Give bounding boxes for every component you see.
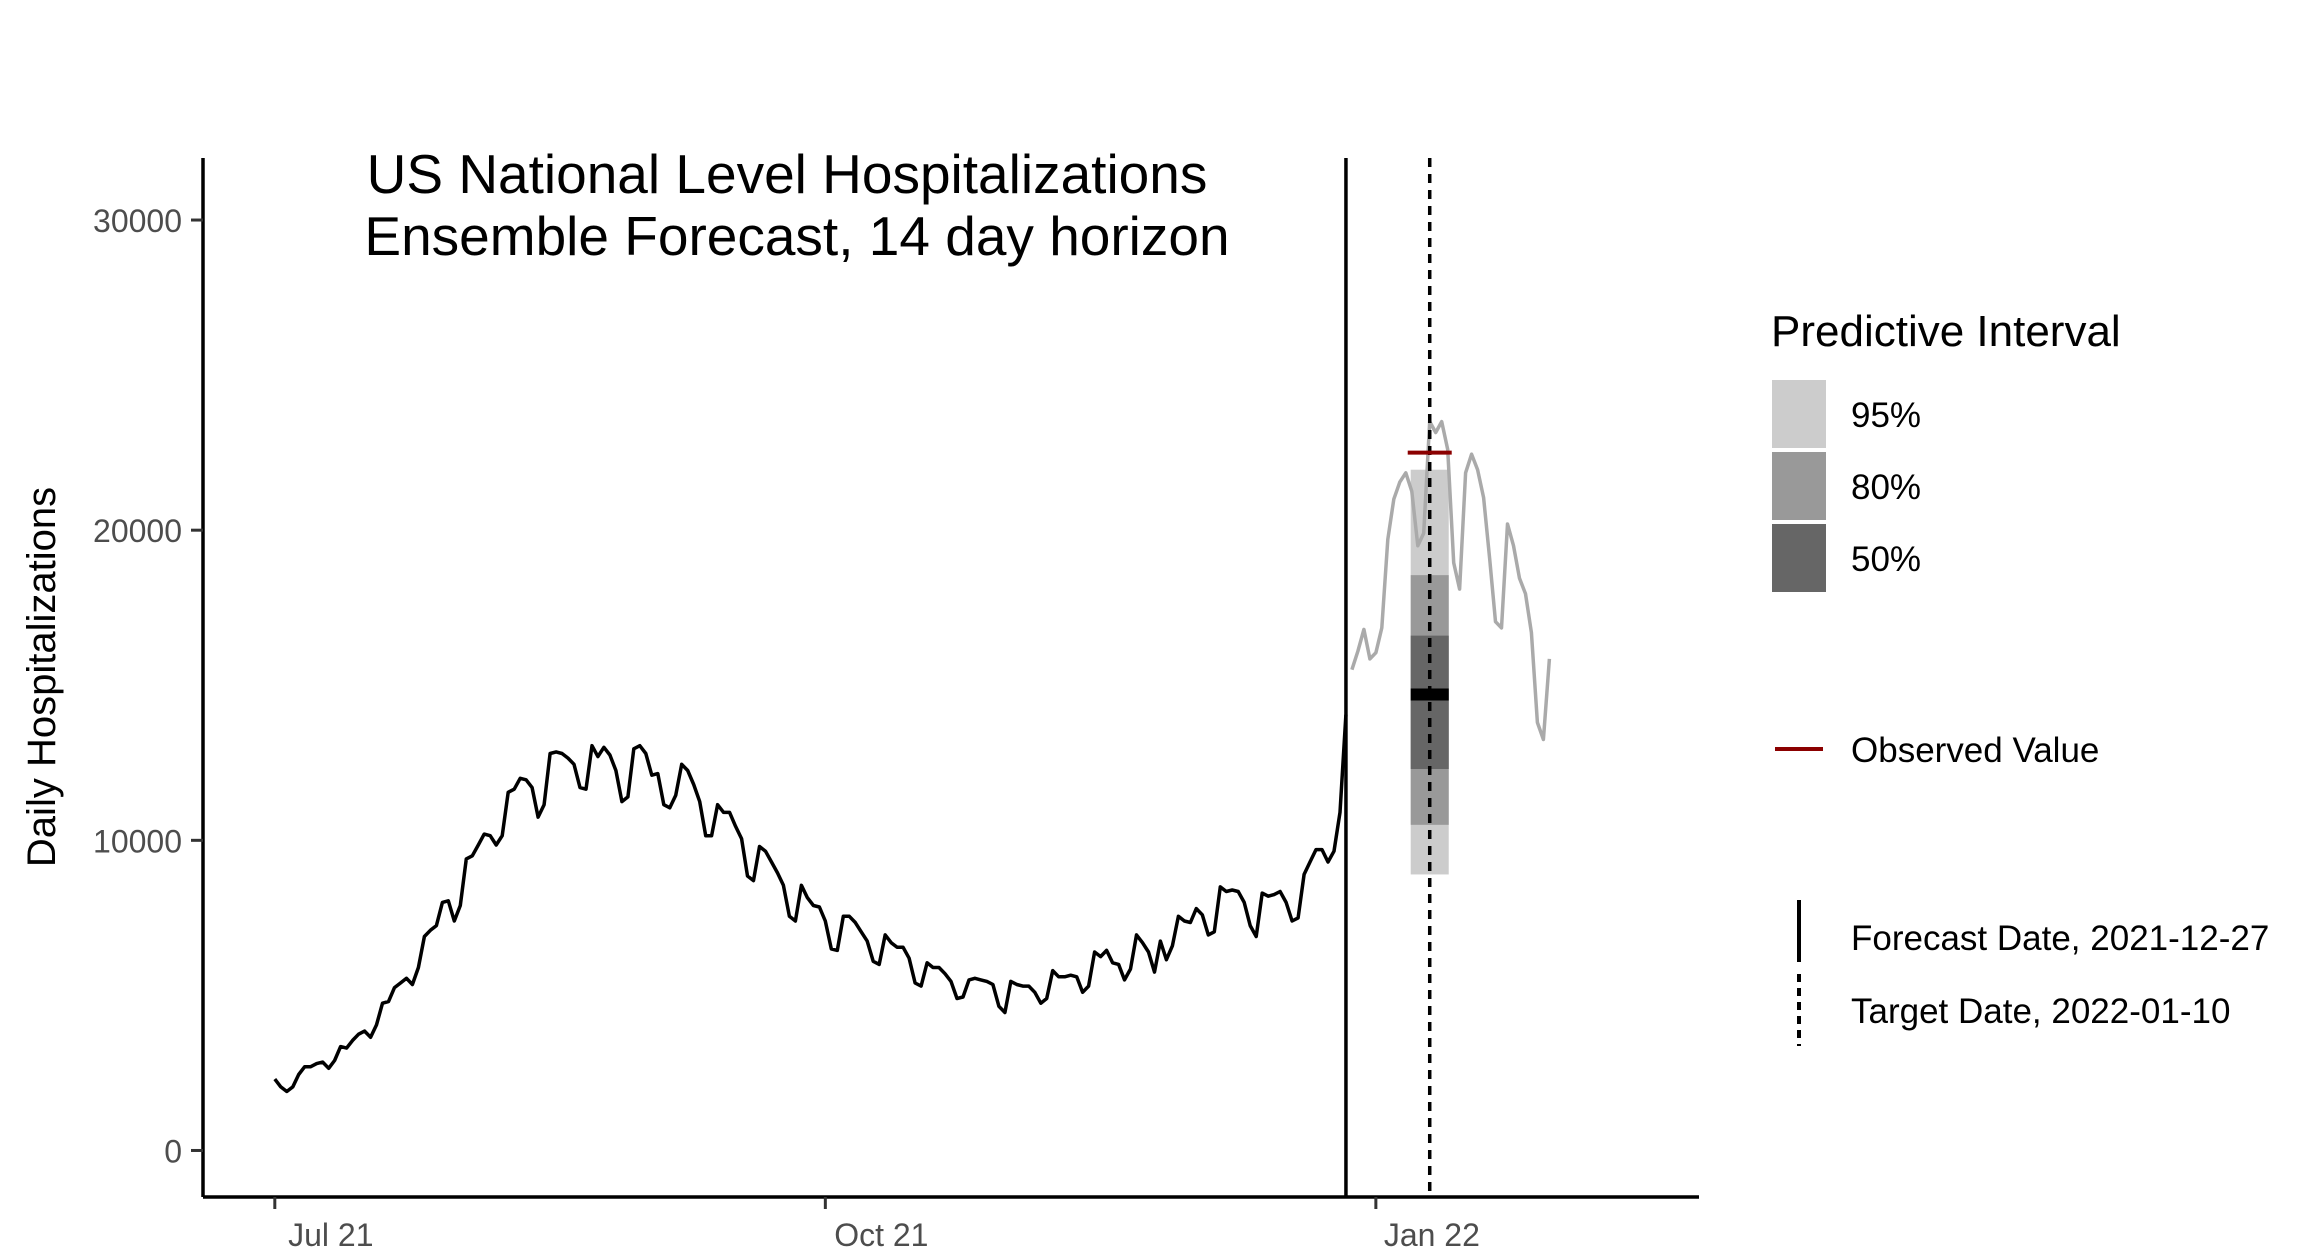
y-tick-label: 10000 xyxy=(93,823,182,859)
y-axis-ticks: 0 10000 20000 30000 xyxy=(93,203,203,1169)
legend-target-date-label: Target Date, 2022-01-10 xyxy=(1851,992,2230,1031)
x-tick-label: Jan 22 xyxy=(1384,1217,1480,1253)
history-line xyxy=(273,714,1348,1094)
legend-forecast-date-label: Forecast Date, 2021-12-27 xyxy=(1851,919,2269,958)
legend-title: Predictive Interval xyxy=(1771,307,2121,356)
legend: Predictive Interval 95% 80% 50% Observed V… xyxy=(1771,307,2269,1046)
chart-title: US National Level Hospitalizations xyxy=(367,143,1208,205)
legend-label-80: 80% xyxy=(1851,468,1921,507)
legend-label-50: 50% xyxy=(1851,540,1921,579)
legend-swatch-50 xyxy=(1772,524,1826,592)
x-axis-ticks: Jul 21 Oct 21 Jan 22 xyxy=(273,1197,1480,1253)
x-tick-label: Oct 21 xyxy=(834,1217,928,1253)
legend-label-95: 95% xyxy=(1851,396,1921,435)
y-tick-label: 0 xyxy=(164,1133,182,1169)
future-observed-line xyxy=(1350,419,1552,742)
legend-observed-label: Observed Value xyxy=(1851,731,2099,770)
date-markers xyxy=(1344,158,1432,1197)
legend-swatch-80 xyxy=(1772,452,1826,520)
y-tick-label: 20000 xyxy=(93,513,182,549)
y-axis-label: Daily Hospitalizations xyxy=(20,487,64,867)
observed-future-series xyxy=(1350,419,1552,742)
y-tick-label: 30000 xyxy=(93,203,182,239)
legend-interval-items: 95% 80% 50% xyxy=(1772,380,1921,592)
forecast-markers xyxy=(1407,450,1452,701)
history-series xyxy=(273,714,1348,1094)
chart-subtitle: Ensemble Forecast, 14 day horizon xyxy=(364,205,1229,267)
x-tick-label: Jul 21 xyxy=(288,1217,373,1253)
legend-swatch-95 xyxy=(1772,380,1826,448)
